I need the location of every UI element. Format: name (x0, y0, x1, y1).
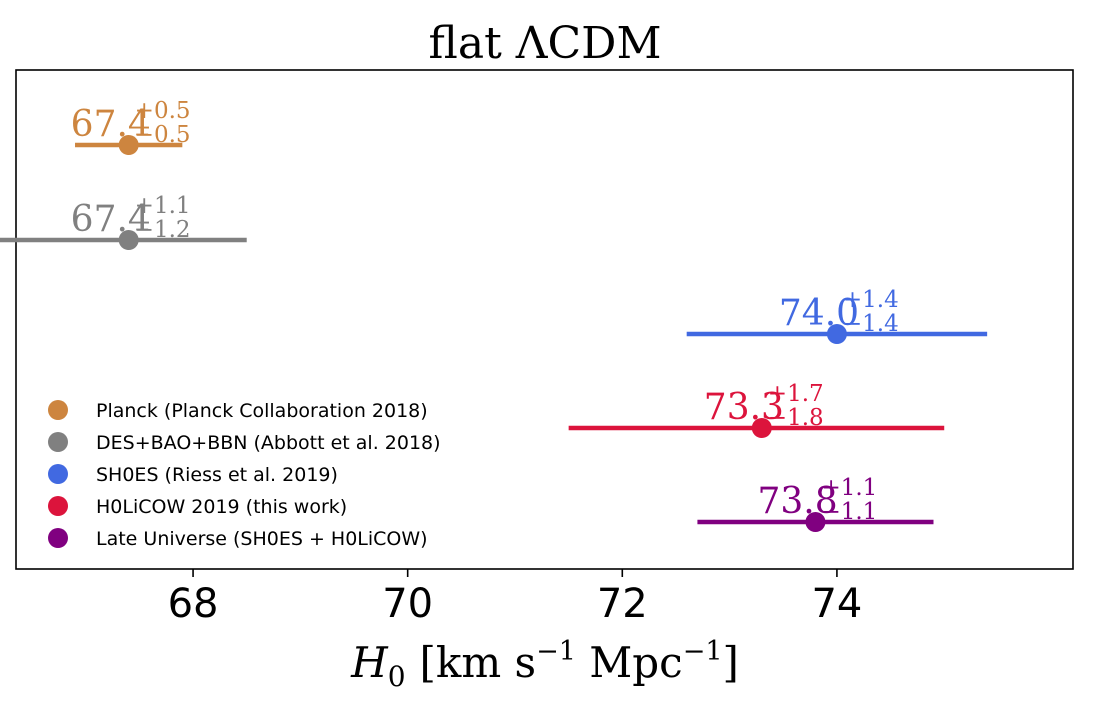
value-label-plus: +1.1 (821, 475, 877, 501)
value-label: 74.0+1.4−1.4 (779, 287, 899, 337)
legend: Planck (Planck Collaboration 2018) DES+BA… (48, 400, 441, 550)
value-label-main: 73.3 (704, 387, 784, 428)
x-axis-symbol: H (350, 638, 389, 687)
point-marker (826, 324, 847, 344)
value-label-main: 67.4 (71, 199, 151, 240)
legend-item: Planck (Planck Collaboration 2018) (48, 400, 428, 422)
value-label-minus: −1.2 (135, 217, 191, 243)
point-marker (751, 418, 772, 438)
value-label: 67.4+0.5−0.5 (71, 98, 191, 148)
legend-label: Planck (Planck Collaboration 2018) (96, 400, 428, 422)
data-marks: 67.4+0.5−0.567.4+1.1−1.274.0+1.4−1.473.3… (0, 98, 988, 532)
value-label: 67.4+1.1−1.2 (71, 193, 191, 243)
value-label-plus: +1.1 (135, 193, 191, 219)
legend-label: Late Universe (SH0ES + H0LiCOW) (96, 528, 428, 550)
value-label-main: 67.4 (71, 104, 151, 145)
chart-title: flat ΛCDM (428, 18, 661, 69)
value-label-plus: +1.7 (768, 381, 824, 407)
x-tick-label: 68 (168, 581, 219, 627)
value-label: 73.3+1.7−1.8 (704, 381, 824, 431)
legend-item: DES+BAO+BBN (Abbott et al. 2018) (48, 432, 441, 454)
x-tick-label: 74 (811, 581, 862, 627)
x-axis-units-exp2: −1 (683, 636, 723, 667)
plot-frame (15, 69, 1074, 570)
value-label-minus: −1.4 (843, 311, 899, 337)
point-marker (118, 230, 139, 250)
value-label: 73.8+1.1−1.1 (757, 475, 877, 525)
value-label-plus: +1.4 (843, 287, 899, 313)
legend-label: DES+BAO+BBN (Abbott et al. 2018) (96, 432, 441, 454)
x-axis-units-open: [km s (420, 638, 537, 687)
x-axis-units-mpc: Mpc (576, 638, 683, 687)
legend-item: H0LiCOW 2019 (this work) (48, 496, 347, 518)
legend-marker (48, 528, 68, 548)
x-tick-label: 72 (597, 581, 648, 627)
x-axis-subscript: 0 (388, 660, 406, 693)
x-tick-label: 70 (382, 581, 433, 627)
value-label-minus: −0.5 (135, 122, 191, 148)
value-label-minus: −1.1 (821, 499, 877, 525)
point-marker (118, 135, 139, 155)
point-marker (805, 512, 826, 532)
legend-marker (48, 432, 68, 452)
value-label-main: 74.0 (779, 293, 859, 334)
value-label-main: 73.8 (757, 481, 837, 522)
legend-label: SH0ES (Riess et al. 2019) (96, 464, 338, 486)
value-label-plus: +0.5 (135, 98, 191, 124)
x-axis-units-exp1: −1 (536, 636, 576, 667)
legend-marker (48, 496, 68, 516)
value-label-minus: −1.8 (768, 405, 824, 431)
legend-item: SH0ES (Riess et al. 2019) (48, 464, 338, 486)
legend-item: Late Universe (SH0ES + H0LiCOW) (48, 528, 428, 550)
x-axis-ticks: 68 70 72 74 (168, 569, 862, 627)
x-axis-units-close: ] (723, 638, 739, 687)
legend-marker (48, 400, 68, 420)
x-axis-label: H0 [km s−1 Mpc−1] (350, 636, 739, 693)
legend-marker (48, 464, 68, 484)
legend-label: H0LiCOW 2019 (this work) (96, 496, 347, 518)
